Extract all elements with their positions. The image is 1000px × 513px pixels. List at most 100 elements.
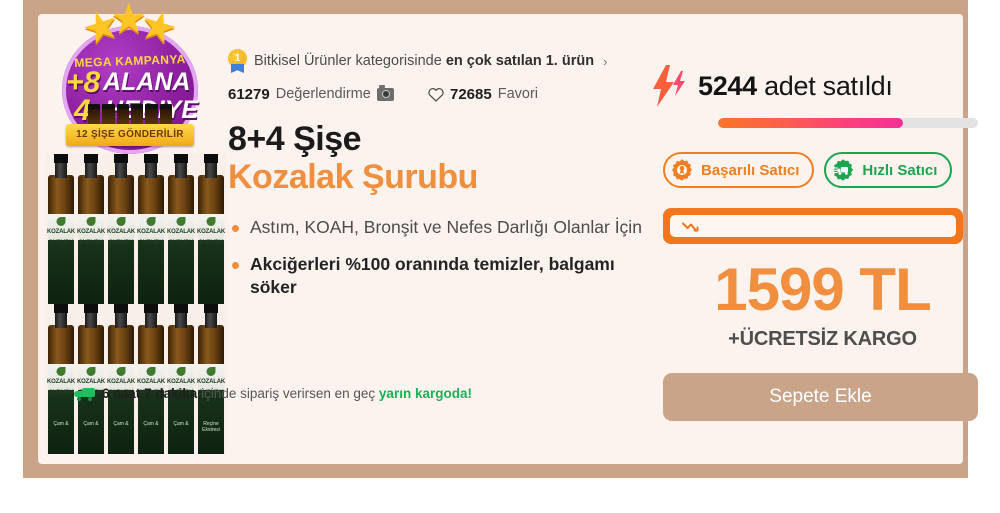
feature-list: Astım, KOAH, Bronşit ve Nefes Darlığı Ol…: [228, 216, 648, 299]
bottle-label-line2: ŞURUBU: [168, 389, 194, 396]
promo-ribbon: 12 ŞİŞE GÖNDERİLİR: [66, 124, 194, 146]
bottle-label-line1: KOZALAK: [47, 229, 75, 235]
sold-progress-fill: [718, 118, 903, 128]
favorites-stat[interactable]: 72685 Favori: [428, 86, 538, 103]
price-drop-field-frame[interactable]: [663, 208, 963, 244]
badge-successful-seller[interactable]: Başarılı Satıcı: [663, 152, 815, 188]
shipping-note-text: 6 saat 7 dakika içinde sipariş verirsen …: [102, 386, 472, 401]
medal-icon: 1: [228, 49, 247, 73]
shipping-countdown-note: 6 saat 7 dakika içinde sipariş verirsen …: [74, 386, 472, 401]
countdown-time: 6 saat 7 dakika: [102, 386, 198, 401]
purchase-column: 5244 adet satıldı Başarılı Satıcı: [650, 64, 995, 421]
rank-emphasis: en çok satılan 1. ürün: [445, 53, 595, 69]
bottle-label-line2: ŞURUBU: [108, 239, 134, 246]
bottle-sublabel: Çam &: [113, 421, 129, 427]
product-bottle: KOZALAK ŞURUBU Reçine Ekstresi: [196, 304, 226, 454]
bottle-label-line1: KOZALAK: [167, 229, 195, 235]
product-bottle: KOZALAK ŞURUBU: [196, 154, 226, 304]
product-image[interactable]: KOZALAK ŞURUBU KOZALAK ŞURUBU KOZALAK ŞURUB…: [46, 154, 226, 454]
promo-buy-count: +8: [66, 66, 101, 99]
bottle-label-line2: ŞURUBU: [48, 239, 74, 246]
product-bottle: KOZALAK ŞURUBU: [106, 154, 136, 304]
bestseller-rank-text: Bitkisel Ürünler kategorisinde en çok sa…: [254, 53, 594, 69]
reviews-count: 61279: [228, 85, 270, 103]
price-drop-zigzag-icon: [682, 220, 704, 232]
favorites-count: 72685: [450, 85, 492, 103]
bottle-sublabel: Çam &: [83, 421, 99, 427]
sold-label: adet satıldı: [764, 70, 893, 101]
reviews-label: Değerlendirme: [275, 86, 371, 102]
sold-text: 5244 adet satıldı: [698, 71, 893, 102]
product-bottle: KOZALAK ŞURUBU: [46, 154, 76, 304]
medal-rank-number: 1: [234, 53, 241, 64]
product-stats: 61279 Değerlendirme 72685 Favori: [228, 83, 648, 105]
bottle-sublabel: Çam &: [53, 421, 69, 427]
bottle-label-line1: KOZALAK: [197, 379, 225, 385]
product-bottle: KOZALAK ŞURUBU: [76, 154, 106, 304]
camera-icon: [376, 84, 394, 101]
product-bottle: KOZALAK ŞURUBU Çam &: [106, 304, 136, 454]
chevron-right-icon[interactable]: ›: [603, 53, 608, 69]
product-price: 1599 TL: [714, 256, 931, 323]
product-card: ★ ★ ★ MEGA KAMPANYA +8 ALANA 4 HEDIYE 12…: [38, 0, 978, 464]
favorites-label: Favori: [497, 86, 539, 102]
promo-alana-label: ALANA: [103, 68, 191, 96]
promo-campaign-badge: ★ ★ ★ MEGA KAMPANYA +8 ALANA 4 HEDIYE 12…: [48, 0, 213, 157]
promo-ribbon-label: 12 ŞİŞE GÖNDERİLİR: [76, 129, 184, 140]
page-title: 8+4 Şişe Kozalak Şurubu: [228, 121, 648, 196]
bottle-label-line1: KOZALAK: [137, 379, 165, 385]
bottle-label-line1: KOZALAK: [167, 379, 195, 385]
list-item: Akciğerleri %100 oranında temizler, balg…: [228, 253, 648, 299]
rosette-award-icon: [670, 158, 694, 182]
lightning-bolt-icon: [650, 64, 686, 108]
bottle-label-line2: ŞURUBU: [108, 389, 134, 396]
bottle-grid: KOZALAK ŞURUBU KOZALAK ŞURUBU KOZALAK ŞURUB…: [46, 154, 226, 454]
bottle-label-line1: KOZALAK: [107, 379, 135, 385]
bottle-label-line2: ŞURUBU: [198, 389, 224, 396]
fast-truck-icon: [831, 158, 855, 182]
truck-icon: [74, 387, 95, 401]
bottle-sublabel: Çam &: [143, 421, 159, 427]
badge-label: Hızlı Satıcı: [862, 161, 938, 179]
bottle-label-line2: ŞURUBU: [138, 239, 164, 246]
add-to-cart-button[interactable]: Sepete Ekle: [663, 373, 978, 421]
heart-icon: [428, 87, 444, 102]
bottle-label-line2: ŞURUBU: [48, 389, 74, 396]
product-info-column: 1 Bitkisel Ürünler kategorisinde en çok …: [228, 48, 648, 313]
product-bottle: KOZALAK ŞURUBU Çam &: [166, 304, 196, 454]
badge-label: Başarılı Satıcı: [701, 161, 800, 179]
badge-fast-seller[interactable]: Hızlı Satıcı: [824, 152, 953, 188]
sold-progress-bar: [718, 118, 978, 128]
shipping-note-middle: içinde sipariş verirsen en geç: [197, 386, 379, 401]
bottle-label-line1: KOZALAK: [137, 229, 165, 235]
reviews-stat[interactable]: 61279 Değerlendirme: [228, 84, 428, 103]
bottle-label-line2: ŞURUBU: [168, 239, 194, 246]
bottle-label-line1: KOZALAK: [77, 379, 105, 385]
promo-bottles-graphic: [88, 104, 172, 130]
list-item: Astım, KOAH, Bronşit ve Nefes Darlığı Ol…: [228, 216, 648, 239]
bottle-label-line2: ŞURUBU: [198, 239, 224, 246]
promo-gift-count: 4: [74, 94, 91, 127]
shipping-highlight: yarın kargoda!: [378, 386, 472, 401]
sold-count: 5244: [698, 70, 757, 101]
bottle-label-line1: KOZALAK: [107, 229, 135, 235]
seller-badges: Başarılı Satıcı Hızlı Satıcı: [663, 152, 995, 188]
bottle-label-line1: KOZALAK: [197, 229, 225, 235]
bestseller-rank-link[interactable]: 1 Bitkisel Ürünler kategorisinde en çok …: [228, 48, 648, 74]
rank-category: Bitkisel Ürünler: [254, 53, 352, 69]
bottle-label-line2: ŞURUBU: [78, 239, 104, 246]
bottle-label-line1: KOZALAK: [77, 229, 105, 235]
product-bottle: KOZALAK ŞURUBU: [136, 154, 166, 304]
bottle-sublabel: Çam &: [173, 421, 189, 427]
product-bottle: KOZALAK ŞURUBU: [166, 154, 196, 304]
free-shipping-label: +ÜCRETSİZ KARGO: [728, 328, 917, 350]
rank-middle: kategorisinde: [351, 53, 446, 69]
sold-counter: 5244 adet satıldı: [650, 64, 995, 108]
price-drop-input[interactable]: [670, 215, 956, 237]
bottle-label-line1: KOZALAK: [47, 379, 75, 385]
bottle-label-line2: ŞURUBU: [138, 389, 164, 396]
product-title-line2: Kozalak Şurubu: [228, 157, 478, 196]
bottle-sublabel: Reçine Ekstresi: [202, 421, 220, 433]
